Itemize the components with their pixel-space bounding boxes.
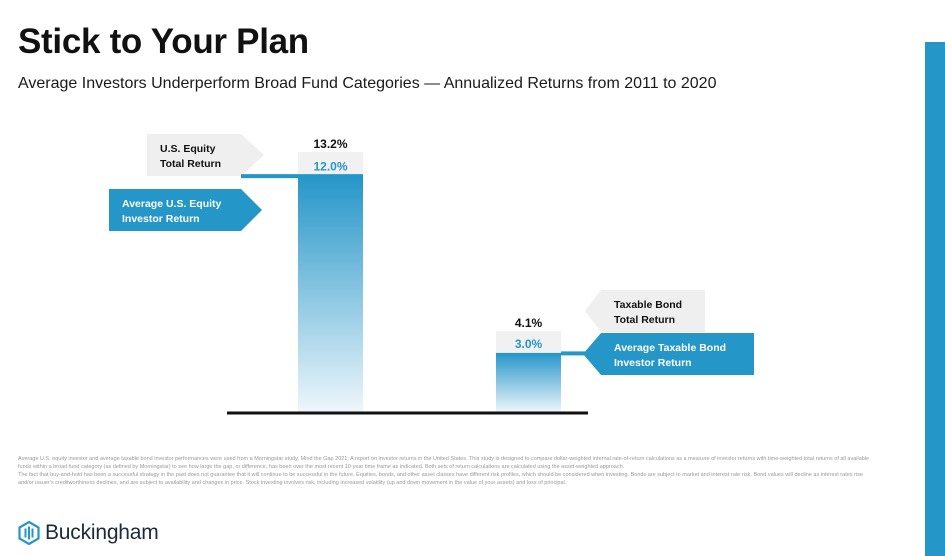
accent-side-bar (925, 42, 945, 556)
footnote-paragraph-1: Average U.S. equity investor and average… (18, 456, 870, 470)
bar-investor-taxable-bond (496, 352, 561, 412)
buckingham-logo-icon (18, 521, 40, 545)
callout-average-u-s-equity-investor-return: Average U.S. Equity Investor Return (109, 174, 363, 231)
page-title: Stick to Your Plan (18, 22, 309, 61)
callout-average-taxable-bond-investor-return: Average Taxable Bond Investor Return (561, 333, 754, 375)
callout-line-1: Taxable Bond (614, 299, 682, 311)
callout-taxable-bond-total-return: Taxable Bond Total Return (585, 290, 705, 332)
brand: Buckingham (18, 518, 159, 548)
page-subtitle: Average Investors Underperform Broad Fun… (18, 75, 717, 92)
footnote: Average U.S. equity investor and average… (18, 455, 878, 487)
label-total-taxable-bond: 4.1% (515, 316, 543, 330)
label-total-u-s-equity: 13.2% (313, 137, 347, 151)
callout-u-s-equity-total-return: U.S. Equity Total Return (147, 134, 264, 176)
bar-investor-u-s-equity (298, 175, 363, 412)
callout-line-1: Average U.S. Equity (122, 198, 222, 210)
callout-line-2: Total Return (160, 158, 221, 170)
label-investor-u-s-equity: 12.0% (313, 160, 347, 174)
callout-line-1: U.S. Equity (160, 143, 216, 155)
brand-name: Buckingham (45, 521, 159, 544)
callout-line-1: Average Taxable Bond (614, 342, 726, 354)
callout-line-2: Investor Return (614, 357, 692, 369)
label-investor-taxable-bond: 3.0% (515, 337, 543, 351)
footnote-paragraph-2: The fact that buy-and-hold has been a su… (18, 472, 863, 486)
callout-line-2: Total Return (614, 314, 675, 326)
callout-line-2: Investor Return (122, 213, 200, 225)
